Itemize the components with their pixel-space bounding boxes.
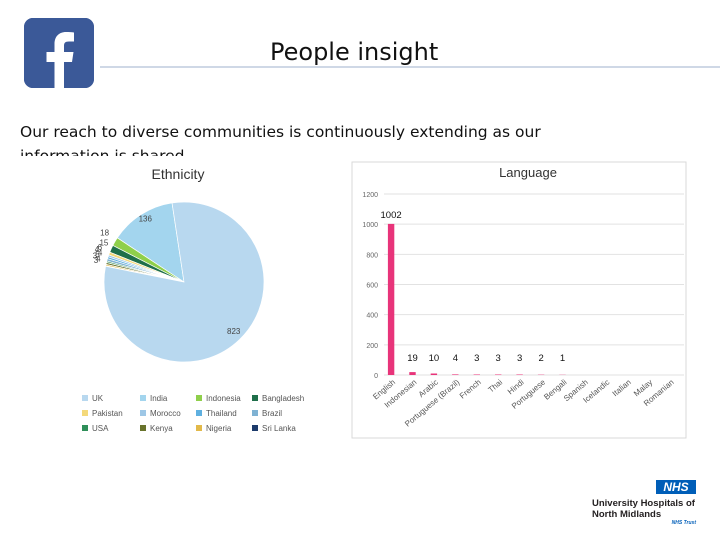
bar-hindi: [516, 374, 523, 375]
pie-label-brazil: 5: [95, 250, 100, 259]
legend-swatch-morocco: [140, 410, 146, 416]
bar-indonesian: [409, 372, 416, 375]
y-tick-label: 400: [366, 313, 378, 320]
legend-label-bangladesh: Bangladesh: [262, 394, 304, 403]
pie-label-india: 136: [139, 214, 153, 223]
legend-label-sri-lanka: Sri Lanka: [262, 424, 296, 433]
y-tick-label: 1200: [362, 192, 378, 199]
legend-label-kenya: Kenya: [150, 424, 173, 433]
legend-swatch-kenya: [140, 425, 146, 431]
bar-english: [387, 223, 395, 375]
pie-slice-india: [116, 202, 185, 283]
legend-swatch-uk: [82, 395, 88, 401]
facebook-logo: [24, 18, 94, 88]
legend-swatch-sri-lanka: [252, 425, 258, 431]
bar-value-label: 3: [474, 353, 479, 364]
bar-value-label: 3: [517, 353, 522, 364]
pie-label-usa: 3: [93, 252, 98, 261]
legend-label-india: India: [150, 394, 168, 403]
legend-swatch-usa: [82, 425, 88, 431]
facebook-icon: [24, 18, 94, 88]
bar-value-label: 10: [429, 353, 440, 364]
y-tick-label: 600: [366, 283, 378, 290]
legend-swatch-thailand: [196, 410, 202, 416]
legend-swatch-indonesia: [196, 395, 202, 401]
bar-chart-frame: [351, 161, 687, 439]
legend-label-indonesia: Indonesia: [206, 394, 241, 403]
bar-thai: [495, 374, 502, 375]
pie-label-kenya: 4: [96, 255, 101, 264]
y-tick-label: 1000: [362, 222, 378, 229]
bar-portuguese-brazil-: [452, 374, 459, 375]
legend-label-morocco: Morocco: [150, 409, 181, 418]
pie-label-nigeria: 3: [94, 256, 99, 265]
x-tick-label-french: French: [458, 378, 483, 401]
nhs-org-name: University Hospitals of North Midlands: [592, 498, 695, 520]
y-tick-label: 0: [374, 373, 378, 380]
pie-label-indonesia: 18: [100, 229, 109, 238]
legend-label-uk: UK: [92, 394, 104, 403]
x-tick-label-italian: Italian: [611, 378, 633, 399]
legend-label-pakistan: Pakistan: [92, 409, 123, 418]
x-tick-label-thai: Thai: [486, 377, 504, 394]
bar-title: Language: [499, 165, 557, 180]
legend-swatch-bangladesh: [252, 395, 258, 401]
legend-label-nigeria: Nigeria: [206, 424, 232, 433]
bar-french: [473, 374, 480, 375]
pie-slice-uk: [103, 201, 265, 363]
pie-title: Ethnicity: [152, 166, 205, 182]
legend-swatch-india: [140, 395, 146, 401]
legend-label-thailand: Thailand: [206, 409, 237, 418]
bar-value-label: 19: [407, 353, 418, 364]
y-tick-label: 200: [366, 343, 378, 350]
pie-label-thailand: 4: [98, 248, 103, 257]
legend-label-brazil: Brazil: [262, 409, 282, 418]
bar-value-label: 1: [560, 353, 565, 364]
bar-value-label: 3: [496, 353, 501, 364]
nhs-badge: NHS: [656, 480, 696, 494]
pie-label-bangladesh: 15: [99, 239, 108, 248]
charts-panel: Ethnicity 136 18 15 6 4 4 5 3 4 3 823 UK India Indones…: [20, 156, 688, 446]
bar-arabic: [430, 373, 438, 375]
title-divider: [100, 66, 720, 68]
page-title: People insight: [270, 38, 439, 66]
legend-swatch-nigeria: [196, 425, 202, 431]
nhs-logo: NHS University Hospitals of North Midlan…: [590, 466, 708, 528]
y-tick-label: 800: [366, 252, 378, 259]
legend-swatch-brazil: [252, 410, 258, 416]
pie-label-uk: 823: [227, 327, 241, 336]
bar-value-label: 4: [453, 353, 458, 364]
nhs-trust-label: NHS Trust: [671, 520, 696, 526]
bar-value-label: 2: [538, 353, 543, 364]
pie-label-pakistan: 6: [98, 243, 103, 252]
pie-label-morocco: 4: [95, 245, 100, 254]
legend-swatch-pakistan: [82, 410, 88, 416]
legend-label-usa: USA: [92, 424, 109, 433]
bar-value-label: 1002: [381, 210, 402, 221]
